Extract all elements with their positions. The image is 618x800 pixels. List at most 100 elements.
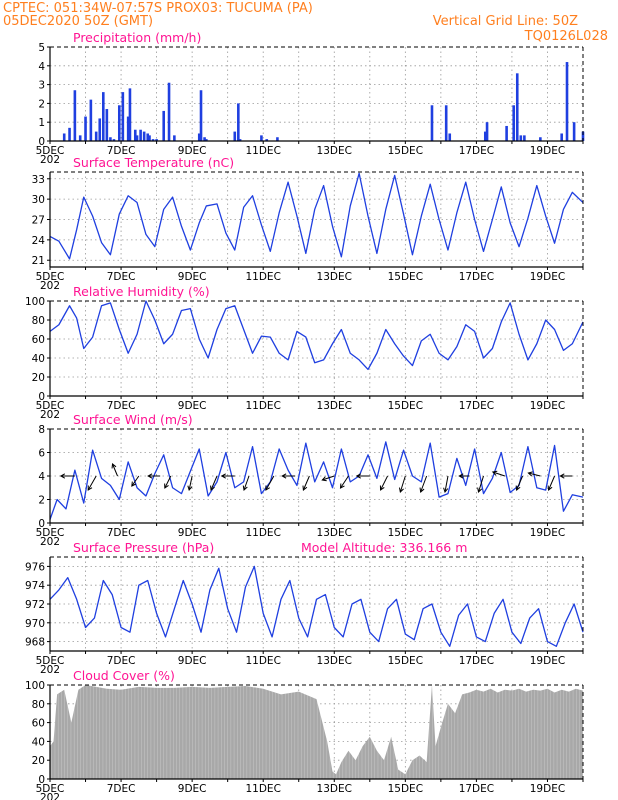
wind-arrow-head <box>131 481 137 487</box>
precip-bar <box>199 90 203 141</box>
x-tick-label: 5DEC <box>36 655 65 667</box>
precip-bar <box>89 99 93 141</box>
y-tick-label: 40 <box>32 736 45 748</box>
panel-1: 0 1 2 3 4 5 5DEC 7DEC 9DEC 11DEC 13DEC 15DEC 17DEC 19… <box>36 30 585 166</box>
x-tick-year-label: 202 <box>40 154 60 166</box>
y-tick-label: 974 <box>25 580 45 592</box>
wind-arrow-head <box>321 476 327 482</box>
y-tick-label: 60 <box>32 718 45 730</box>
precip-bar <box>148 135 151 141</box>
panel-title: Precipitation (mm/h) <box>73 30 201 45</box>
y-tick-label: 80 <box>32 699 45 711</box>
y-tick-label: 6 <box>38 448 45 460</box>
x-tick-year-label: 202 <box>40 792 60 800</box>
precip-bar <box>238 139 242 141</box>
precip-bar <box>162 110 166 141</box>
y-tick-label: 0 <box>38 774 45 786</box>
precip-bar <box>98 118 102 141</box>
wind-arrow-shaft <box>380 475 389 491</box>
y-tick-label: 30 <box>32 194 45 206</box>
panel-title: Cloud Cover (%) <box>73 668 175 683</box>
precip-bar <box>94 131 98 141</box>
precip-bar <box>197 133 201 141</box>
wind-arrow-head <box>59 473 66 479</box>
x-tick-label: 7DEC <box>107 783 136 795</box>
precip-bar <box>102 92 105 141</box>
header-run-id: TQ0126L028 <box>524 29 608 44</box>
precip-bar <box>117 105 121 141</box>
panel-3: 0 20 40 60 80 100 5DEC 7DEC 9DEC 11DEC 13DEC 15DEC 1… <box>25 284 584 421</box>
x-tick-label: 5DEC <box>36 527 65 539</box>
precip-bar <box>62 133 66 141</box>
panel-annotation: Model Altitude: 336.166 m <box>301 540 467 555</box>
precip-bar <box>444 105 448 141</box>
x-tick-label: 17DEC <box>459 783 494 795</box>
wind-arrow-shaft <box>131 475 140 487</box>
wind-arrow-head <box>220 473 226 479</box>
series-line <box>49 565 584 647</box>
panel-title: Relative Humidity (%) <box>73 284 210 299</box>
wind-arrow-shaft <box>399 475 406 493</box>
wind-arrow-head <box>164 483 169 489</box>
precip-bar <box>237 103 240 141</box>
y-tick-label: 8 <box>38 424 45 436</box>
precip-bar <box>485 122 489 141</box>
x-tick-label: 19DEC <box>530 400 565 412</box>
x-tick-label: 9DEC <box>178 271 207 283</box>
wind-arrow-head <box>515 485 521 491</box>
x-tick-label: 9DEC <box>178 783 207 795</box>
x-tick-label: 7DEC <box>107 655 136 667</box>
precip-bar <box>139 129 142 141</box>
precip-bar <box>430 105 434 141</box>
x-tick-label: 5DEC <box>36 271 65 283</box>
precip-bar <box>173 135 176 141</box>
x-tick-label: 17DEC <box>459 655 494 667</box>
y-tick-label: 2 <box>38 495 45 507</box>
y-tick-label: 100 <box>25 296 45 308</box>
x-tick-label: 11DEC <box>245 527 280 539</box>
wind-arrow-shaft <box>243 475 250 491</box>
precip-bar <box>523 135 526 141</box>
x-tick-label: 9DEC <box>178 400 207 412</box>
wind-arrow-shaft <box>420 475 428 493</box>
y-tick-label: 20 <box>32 755 45 767</box>
precip-bar <box>505 125 508 141</box>
x-tick-label: 19DEC <box>530 527 565 539</box>
wind-arrow-head <box>265 485 270 491</box>
precip-bar <box>112 139 116 141</box>
x-tick-year-label: 202 <box>40 280 60 292</box>
precip-bar <box>276 137 279 141</box>
panel-title: Surface Temperature (nC) <box>73 155 234 170</box>
wind-arrow-head <box>398 487 404 493</box>
x-tick-label: 19DEC <box>530 655 565 667</box>
series-line <box>49 172 584 260</box>
y-tick-label: 27 <box>32 215 45 227</box>
precip-bar <box>135 135 139 141</box>
y-tick-label: 5 <box>38 42 45 54</box>
x-tick-label: 11DEC <box>245 145 280 157</box>
precip-bar <box>572 122 576 141</box>
x-tick-label: 5DEC <box>36 400 65 412</box>
x-tick-label: 13DEC <box>317 655 352 667</box>
precip-bar <box>73 90 77 141</box>
x-tick-label: 17DEC <box>459 271 494 283</box>
x-tick-label: 7DEC <box>107 145 136 157</box>
x-tick-label: 9DEC <box>178 145 207 157</box>
wind-arrow-shaft <box>322 475 335 481</box>
y-tick-label: 972 <box>25 599 45 611</box>
x-tick-year-label: 202 <box>40 536 60 548</box>
precip-bar <box>84 116 87 141</box>
precip-bar <box>265 139 269 141</box>
wind-arrow-shaft <box>87 475 97 491</box>
precip-bar <box>155 139 158 141</box>
precip-bar <box>565 62 569 141</box>
x-tick-label: 15DEC <box>388 655 423 667</box>
wind-arrow-head <box>147 473 153 479</box>
x-tick-label: 13DEC <box>317 400 352 412</box>
x-tick-label: 7DEC <box>107 271 136 283</box>
wind-arrow-shaft <box>478 475 484 493</box>
precip-bar <box>128 88 132 141</box>
x-tick-label: 11DEC <box>245 271 280 283</box>
wind-arrow-shaft <box>548 475 556 491</box>
wind-arrow-shaft <box>112 463 118 477</box>
